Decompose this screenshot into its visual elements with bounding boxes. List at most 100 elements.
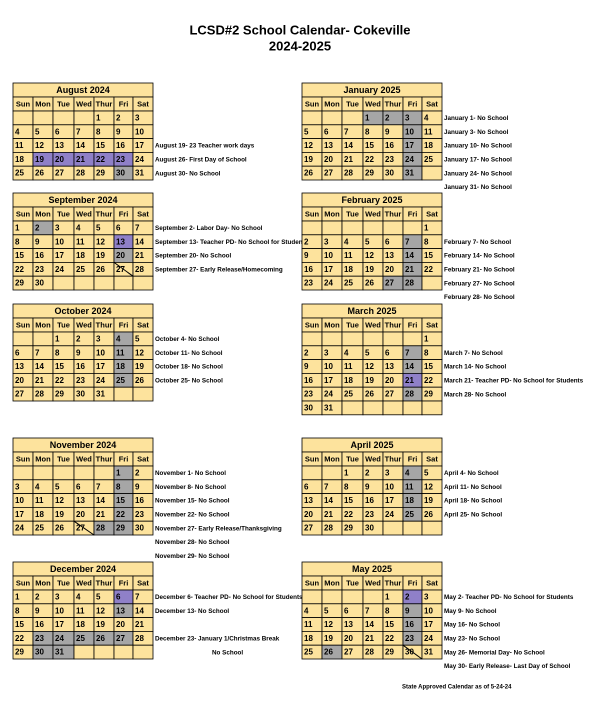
day-number: 16: [405, 620, 414, 629]
note: May 2- Teacher PD- No School for Student…: [444, 594, 574, 601]
day-number: 11: [35, 496, 44, 505]
day-number: 14: [76, 141, 85, 150]
day-number: 28: [405, 279, 414, 288]
day-number: 27: [304, 524, 313, 533]
day-number: 31: [324, 404, 333, 413]
day-number: 1: [15, 224, 20, 233]
weekday: Sat: [426, 454, 438, 463]
early-release-slash: [402, 644, 423, 660]
day-number: 24: [96, 376, 105, 385]
day-number: 11: [15, 141, 24, 150]
weekday: Wed: [365, 320, 381, 329]
day-number: 28: [344, 169, 353, 178]
day-number: 19: [135, 362, 144, 371]
day-number: 1: [365, 114, 370, 123]
title: LCSD#2 School Calendar- Cokeville: [189, 22, 410, 37]
day-number: 5: [96, 224, 101, 233]
day-cell: [362, 589, 384, 605]
day-number: 14: [405, 362, 414, 371]
day-number: 30: [135, 524, 144, 533]
day-number: 10: [15, 496, 24, 505]
day-number: 27: [15, 390, 24, 399]
day-cell: [132, 520, 154, 536]
day-number: 26: [55, 524, 64, 533]
day-number: 17: [424, 620, 433, 629]
day-number: 1: [15, 593, 20, 602]
weekday: Tue: [57, 209, 70, 218]
day-number: 17: [135, 141, 144, 150]
day-number: 7: [135, 224, 140, 233]
weekday: Sat: [426, 209, 438, 218]
weekday: Wed: [76, 320, 92, 329]
day-number: 18: [116, 362, 125, 371]
day-number: 12: [96, 606, 105, 615]
day-number: 20: [385, 265, 394, 274]
day-number: 27: [344, 648, 353, 657]
day-number: 6: [324, 127, 329, 136]
day-cell: [341, 400, 364, 416]
day-number: 5: [135, 335, 140, 344]
weekday: Fri: [119, 578, 129, 587]
note: March 14- No School: [444, 364, 507, 371]
weekday: Sat: [426, 320, 438, 329]
note: February 7- No School: [444, 239, 511, 246]
note: August 26- First Day of School: [155, 156, 247, 163]
weekday: Thur: [96, 99, 113, 108]
day-number: 13: [304, 496, 313, 505]
day-cell: [52, 275, 75, 291]
day-number: 7: [365, 606, 370, 615]
note: January 10- No School: [444, 143, 512, 150]
weekday: Wed: [76, 578, 92, 587]
day-number: 3: [15, 482, 20, 491]
day-number: 30: [365, 524, 374, 533]
day-number: 15: [15, 251, 24, 260]
note: October 4- No School: [155, 336, 220, 343]
day-number: 19: [304, 155, 313, 164]
day-number: 26: [96, 634, 105, 643]
weekday: Tue: [346, 320, 359, 329]
day-number: 1: [96, 114, 101, 123]
day-number: 16: [116, 141, 125, 150]
weekday: Thur: [385, 99, 402, 108]
day-cell: [382, 220, 404, 236]
day-number: 16: [304, 265, 313, 274]
day-number: 6: [15, 348, 20, 357]
day-number: 18: [344, 376, 353, 385]
day-number: 31: [135, 169, 144, 178]
day-cell: [402, 331, 423, 347]
day-number: 3: [324, 348, 329, 357]
day-number: 28: [96, 524, 105, 533]
day-cell: [421, 275, 443, 291]
day-number: 1: [424, 224, 429, 233]
weekday: Thur: [96, 454, 113, 463]
weekday: Thur: [385, 209, 402, 218]
day-number: 3: [385, 469, 390, 478]
note: January 1- No School: [444, 115, 509, 122]
day-number: 22: [385, 634, 394, 643]
weekday: Sat: [426, 578, 438, 587]
weekday: Sun: [305, 454, 320, 463]
day-number: 9: [135, 482, 140, 491]
day-number: 25: [76, 265, 85, 274]
weekday: Sat: [426, 99, 438, 108]
day-number: 13: [385, 251, 394, 260]
day-number: 8: [15, 606, 20, 615]
day-number: 22: [365, 155, 374, 164]
day-number: 10: [135, 127, 144, 136]
day-number: 15: [424, 251, 433, 260]
day-cell: [73, 465, 95, 481]
note: November 8- No School: [155, 484, 226, 491]
day-number: 12: [135, 348, 144, 357]
day-cell: [402, 400, 423, 416]
day-number: 1: [385, 593, 390, 602]
day-number: 13: [116, 606, 125, 615]
weekday: Fri: [408, 454, 418, 463]
day-number: 23: [304, 390, 313, 399]
note: October 25- No School: [155, 377, 223, 384]
weekday: Tue: [346, 209, 359, 218]
day-number: 2: [35, 593, 40, 602]
day-number: 7: [35, 348, 40, 357]
day-number: 5: [55, 482, 60, 491]
day-number: 5: [365, 348, 370, 357]
weekday: Sun: [16, 320, 31, 329]
